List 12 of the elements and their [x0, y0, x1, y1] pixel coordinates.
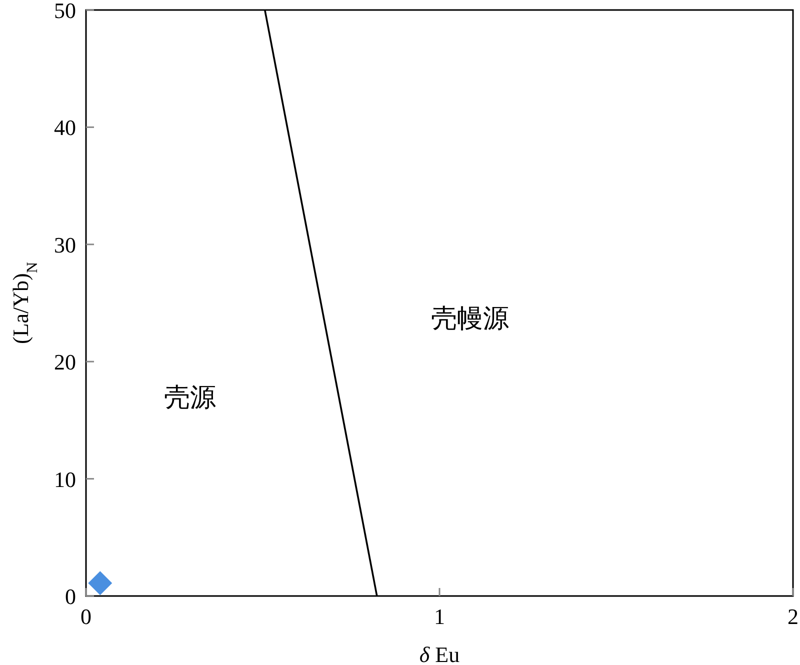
annotation: 壳幔源 — [431, 304, 509, 334]
y-tick-label: 0 — [65, 584, 76, 609]
y-tick-label: 30 — [54, 232, 76, 258]
annotation: 壳源 — [164, 383, 216, 413]
x-tick-label: 2 — [788, 604, 798, 629]
x-tick-label: 0 — [80, 604, 92, 629]
y-tick-label: 20 — [54, 350, 76, 375]
y-tick-label: 40 — [54, 115, 76, 140]
y-tick-label: 50 — [54, 0, 76, 23]
x-tick-label: 1 — [434, 604, 445, 629]
x-axis-title: δ Eu — [419, 642, 460, 665]
y-tick-label: 10 — [54, 466, 76, 492]
